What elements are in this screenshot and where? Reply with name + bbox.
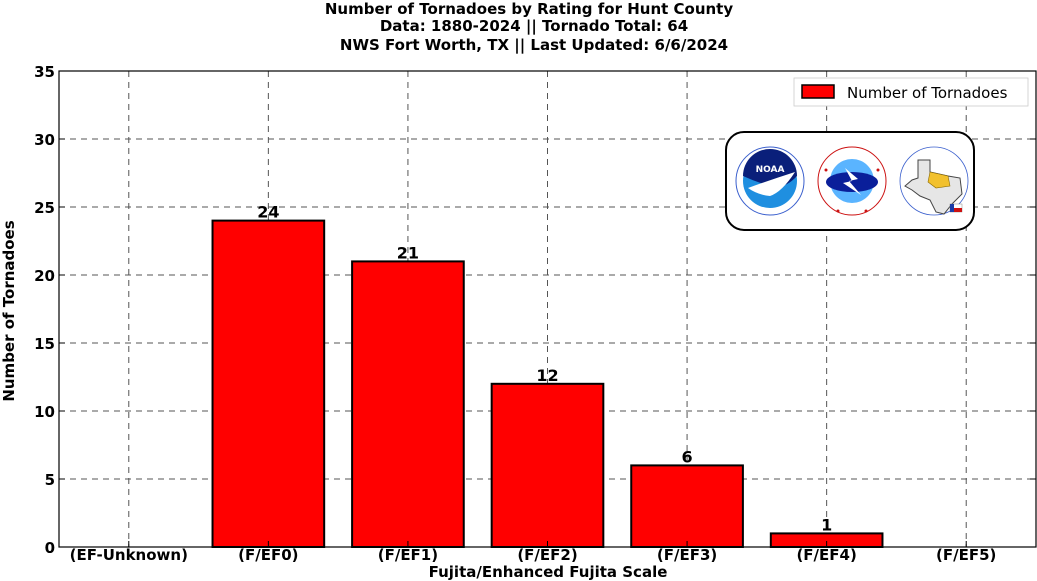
texas-map-logo xyxy=(899,146,969,216)
data-label-1: 24 xyxy=(257,203,279,222)
x-tick-label: (F/EF3) xyxy=(657,546,717,564)
y-tick-label: 35 xyxy=(34,63,55,81)
x-tick-label: (F/EF1) xyxy=(378,546,438,564)
data-label-2: 21 xyxy=(397,243,419,262)
bar-2 xyxy=(351,260,465,548)
x-tick-label: (F/EF0) xyxy=(238,546,298,564)
logo-panel: NOAA xyxy=(725,131,975,231)
x-axis-ticks: (EF-Unknown) (F/EF0) (F/EF1) (F/EF2) (F/EF3)… xyxy=(70,541,996,564)
legend: Number of Tornadoes xyxy=(793,77,1029,107)
y-tick-label: 25 xyxy=(34,199,55,217)
chart-title-line-1: Number of Tornadoes by Rating for Hunt C… xyxy=(325,0,734,18)
y-tick-label: 20 xyxy=(34,267,55,285)
data-labels: 24 21 12 6 1 xyxy=(257,203,832,535)
chart-title-line-3: NWS Fort Worth, TX || Last Updated: 6/6/… xyxy=(340,36,728,55)
legend-label: Number of Tornadoes xyxy=(847,84,1008,102)
noaa-logo-text: NOAA xyxy=(756,165,785,175)
x-tick-label: (F/EF4) xyxy=(796,546,856,564)
x-tick-label: (F/EF2) xyxy=(517,546,577,564)
y-tick-label: 10 xyxy=(34,403,55,421)
plot-area-frame xyxy=(58,70,1037,548)
data-label-5: 1 xyxy=(821,515,832,534)
x-axis-label: Fujita/Enhanced Fujita Scale xyxy=(429,563,668,581)
x-tick-label: (EF-Unknown) xyxy=(70,546,188,564)
y-axis-ticks: 0 5 10 15 20 25 30 35 xyxy=(34,63,1036,557)
y-tick-label: 30 xyxy=(34,131,55,149)
x-tick-label: (F/EF5) xyxy=(936,546,996,564)
y-axis-label: Number of Tornadoes xyxy=(0,220,18,401)
data-label-4: 6 xyxy=(682,447,693,466)
y-tick-label: 0 xyxy=(45,539,55,557)
y-tick-label: 15 xyxy=(34,335,55,353)
bars xyxy=(211,219,884,549)
y-tick-label: 5 xyxy=(45,471,55,489)
nws-logo xyxy=(817,146,887,216)
chart-title-line-2: Data: 1880-2024 || Tornado Total: 64 xyxy=(380,17,688,36)
noaa-logo: NOAA xyxy=(735,146,805,216)
bar-1 xyxy=(211,219,326,548)
data-label-3: 12 xyxy=(536,366,558,385)
bar-3 xyxy=(490,382,605,548)
bar-4 xyxy=(630,464,744,548)
legend-swatch xyxy=(801,84,835,99)
